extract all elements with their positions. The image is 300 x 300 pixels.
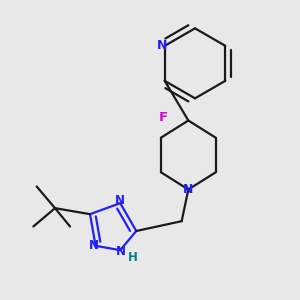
Text: N: N — [89, 239, 99, 252]
Text: N: N — [116, 245, 126, 258]
Text: F: F — [159, 111, 168, 124]
Text: N: N — [157, 39, 167, 52]
Text: N: N — [115, 194, 125, 207]
Text: H: H — [128, 251, 138, 264]
Text: N: N — [183, 183, 194, 196]
